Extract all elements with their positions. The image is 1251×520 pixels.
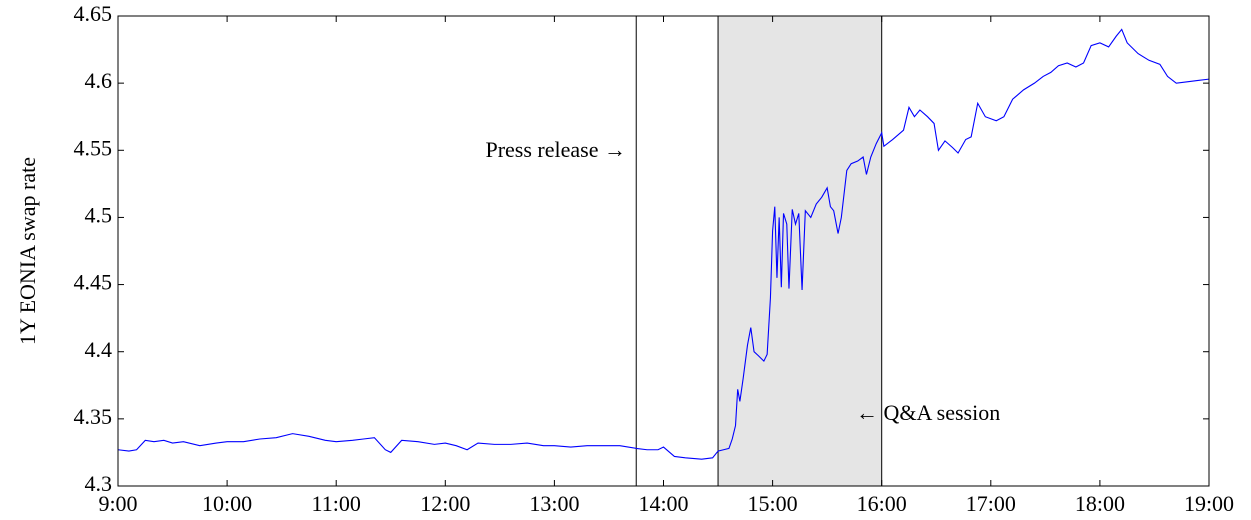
x-tick-label: 19:00	[1184, 491, 1234, 516]
y-tick-label: 4.45	[74, 270, 113, 295]
y-tick-label: 4.35	[74, 404, 113, 429]
y-tick-label: 4.55	[74, 135, 113, 160]
y-tick-label: 4.65	[74, 1, 113, 26]
x-tick-label: 9:00	[98, 491, 137, 516]
x-tick-label: 12:00	[420, 491, 470, 516]
annotation: ← Q&A session	[856, 400, 1000, 425]
y-axis-label: 1Y EONIA swap rate	[15, 157, 40, 345]
x-tick-label: 13:00	[529, 491, 579, 516]
y-tick-label: 4.5	[85, 202, 113, 227]
x-tick-label: 15:00	[748, 491, 798, 516]
x-tick-label: 16:00	[857, 491, 907, 516]
series-line	[117, 28, 1210, 460]
x-tick-label: 11:00	[312, 491, 361, 516]
x-tick-label: 10:00	[202, 491, 252, 516]
y-tick-label: 4.4	[85, 337, 113, 362]
y-tick-label: 4.3	[85, 471, 113, 496]
x-tick-label: 18:00	[1075, 491, 1125, 516]
annotation: Press release →	[485, 137, 626, 162]
x-tick-label: 17:00	[966, 491, 1016, 516]
plot-frame	[117, 15, 1210, 487]
x-tick-label: 14:00	[638, 491, 688, 516]
y-tick-label: 4.6	[85, 68, 113, 93]
